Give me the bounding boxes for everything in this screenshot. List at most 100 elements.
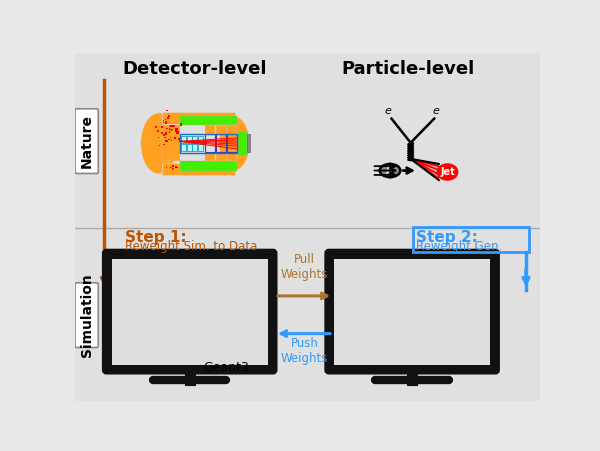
Bar xyxy=(164,137,166,138)
Text: $e$: $e$ xyxy=(440,281,448,290)
Bar xyxy=(209,309,211,310)
Bar xyxy=(227,125,237,134)
Bar xyxy=(172,129,173,130)
Bar xyxy=(177,131,179,133)
Bar xyxy=(165,304,167,306)
Bar xyxy=(232,139,233,140)
Bar xyxy=(180,161,237,171)
FancyBboxPatch shape xyxy=(75,109,98,174)
Bar xyxy=(216,292,224,299)
Text: $p$: $p$ xyxy=(385,164,395,178)
Bar xyxy=(169,326,170,327)
Bar xyxy=(170,295,172,296)
Bar xyxy=(197,314,206,321)
Bar xyxy=(216,299,224,314)
Bar xyxy=(165,298,167,299)
Bar xyxy=(169,131,170,133)
Ellipse shape xyxy=(437,164,458,180)
Text: Step 2:: Step 2: xyxy=(416,230,478,245)
Ellipse shape xyxy=(209,285,234,329)
Bar xyxy=(163,322,222,332)
Text: $p$: $p$ xyxy=(404,325,412,337)
Bar xyxy=(187,307,191,313)
Bar xyxy=(173,302,174,303)
Bar xyxy=(197,292,206,299)
Bar xyxy=(169,128,170,129)
Bar xyxy=(166,289,167,290)
FancyBboxPatch shape xyxy=(75,283,98,347)
Bar xyxy=(172,165,174,166)
Bar xyxy=(177,321,224,329)
Bar xyxy=(163,134,165,136)
Bar xyxy=(163,292,177,321)
Bar xyxy=(162,297,164,299)
Bar xyxy=(174,326,175,327)
Bar xyxy=(176,132,179,134)
Bar xyxy=(166,166,167,168)
Bar xyxy=(211,316,212,317)
Bar xyxy=(160,301,161,303)
Bar xyxy=(171,327,172,328)
Ellipse shape xyxy=(380,164,400,177)
Ellipse shape xyxy=(445,326,460,338)
Text: Simulation: Simulation xyxy=(80,273,94,357)
Bar xyxy=(173,168,174,169)
Bar xyxy=(175,297,176,299)
Bar xyxy=(176,128,178,130)
Bar xyxy=(334,258,490,365)
Bar xyxy=(162,293,164,294)
Bar xyxy=(221,155,222,156)
Bar xyxy=(173,296,175,298)
Bar xyxy=(167,285,169,287)
Bar xyxy=(180,124,182,125)
Bar xyxy=(173,325,175,327)
Bar xyxy=(238,132,247,155)
Ellipse shape xyxy=(219,116,250,170)
Bar xyxy=(205,134,215,152)
Bar xyxy=(181,144,186,151)
Bar xyxy=(175,166,177,168)
Bar xyxy=(176,302,178,304)
Bar xyxy=(197,299,206,314)
Bar xyxy=(168,139,170,140)
Bar xyxy=(163,120,164,121)
Bar xyxy=(180,116,237,125)
Bar xyxy=(247,134,250,152)
Text: $e$: $e$ xyxy=(404,281,410,290)
Bar xyxy=(171,324,173,326)
Bar xyxy=(166,128,167,129)
Text: Step 1:: Step 1: xyxy=(125,230,187,245)
Bar xyxy=(169,129,170,130)
Bar xyxy=(227,153,237,161)
Bar xyxy=(158,296,160,297)
Bar xyxy=(171,140,172,141)
Bar xyxy=(198,136,203,143)
Bar xyxy=(169,126,170,127)
Bar xyxy=(181,136,186,143)
Bar xyxy=(161,163,235,175)
Bar xyxy=(166,110,167,111)
Bar xyxy=(164,133,167,135)
Bar xyxy=(163,122,164,124)
Bar xyxy=(206,292,215,299)
Bar xyxy=(165,121,167,124)
Bar xyxy=(175,297,176,298)
Text: Rapgap,
Djangoh,
...: Rapgap, Djangoh, ... xyxy=(392,299,424,320)
Bar xyxy=(171,292,173,294)
Bar xyxy=(187,144,191,151)
Text: Pull
Weights: Pull Weights xyxy=(281,253,328,281)
Bar xyxy=(167,117,169,120)
Bar xyxy=(75,54,540,228)
Bar xyxy=(216,314,224,321)
Bar xyxy=(183,307,187,313)
Bar xyxy=(169,297,170,298)
Bar xyxy=(173,294,175,296)
Bar xyxy=(164,140,167,142)
Bar xyxy=(165,119,166,120)
Bar xyxy=(169,292,170,294)
Bar xyxy=(75,228,540,401)
Bar xyxy=(168,115,170,117)
Text: Nature: Nature xyxy=(80,114,94,168)
Bar xyxy=(166,304,167,305)
Bar xyxy=(187,300,191,306)
